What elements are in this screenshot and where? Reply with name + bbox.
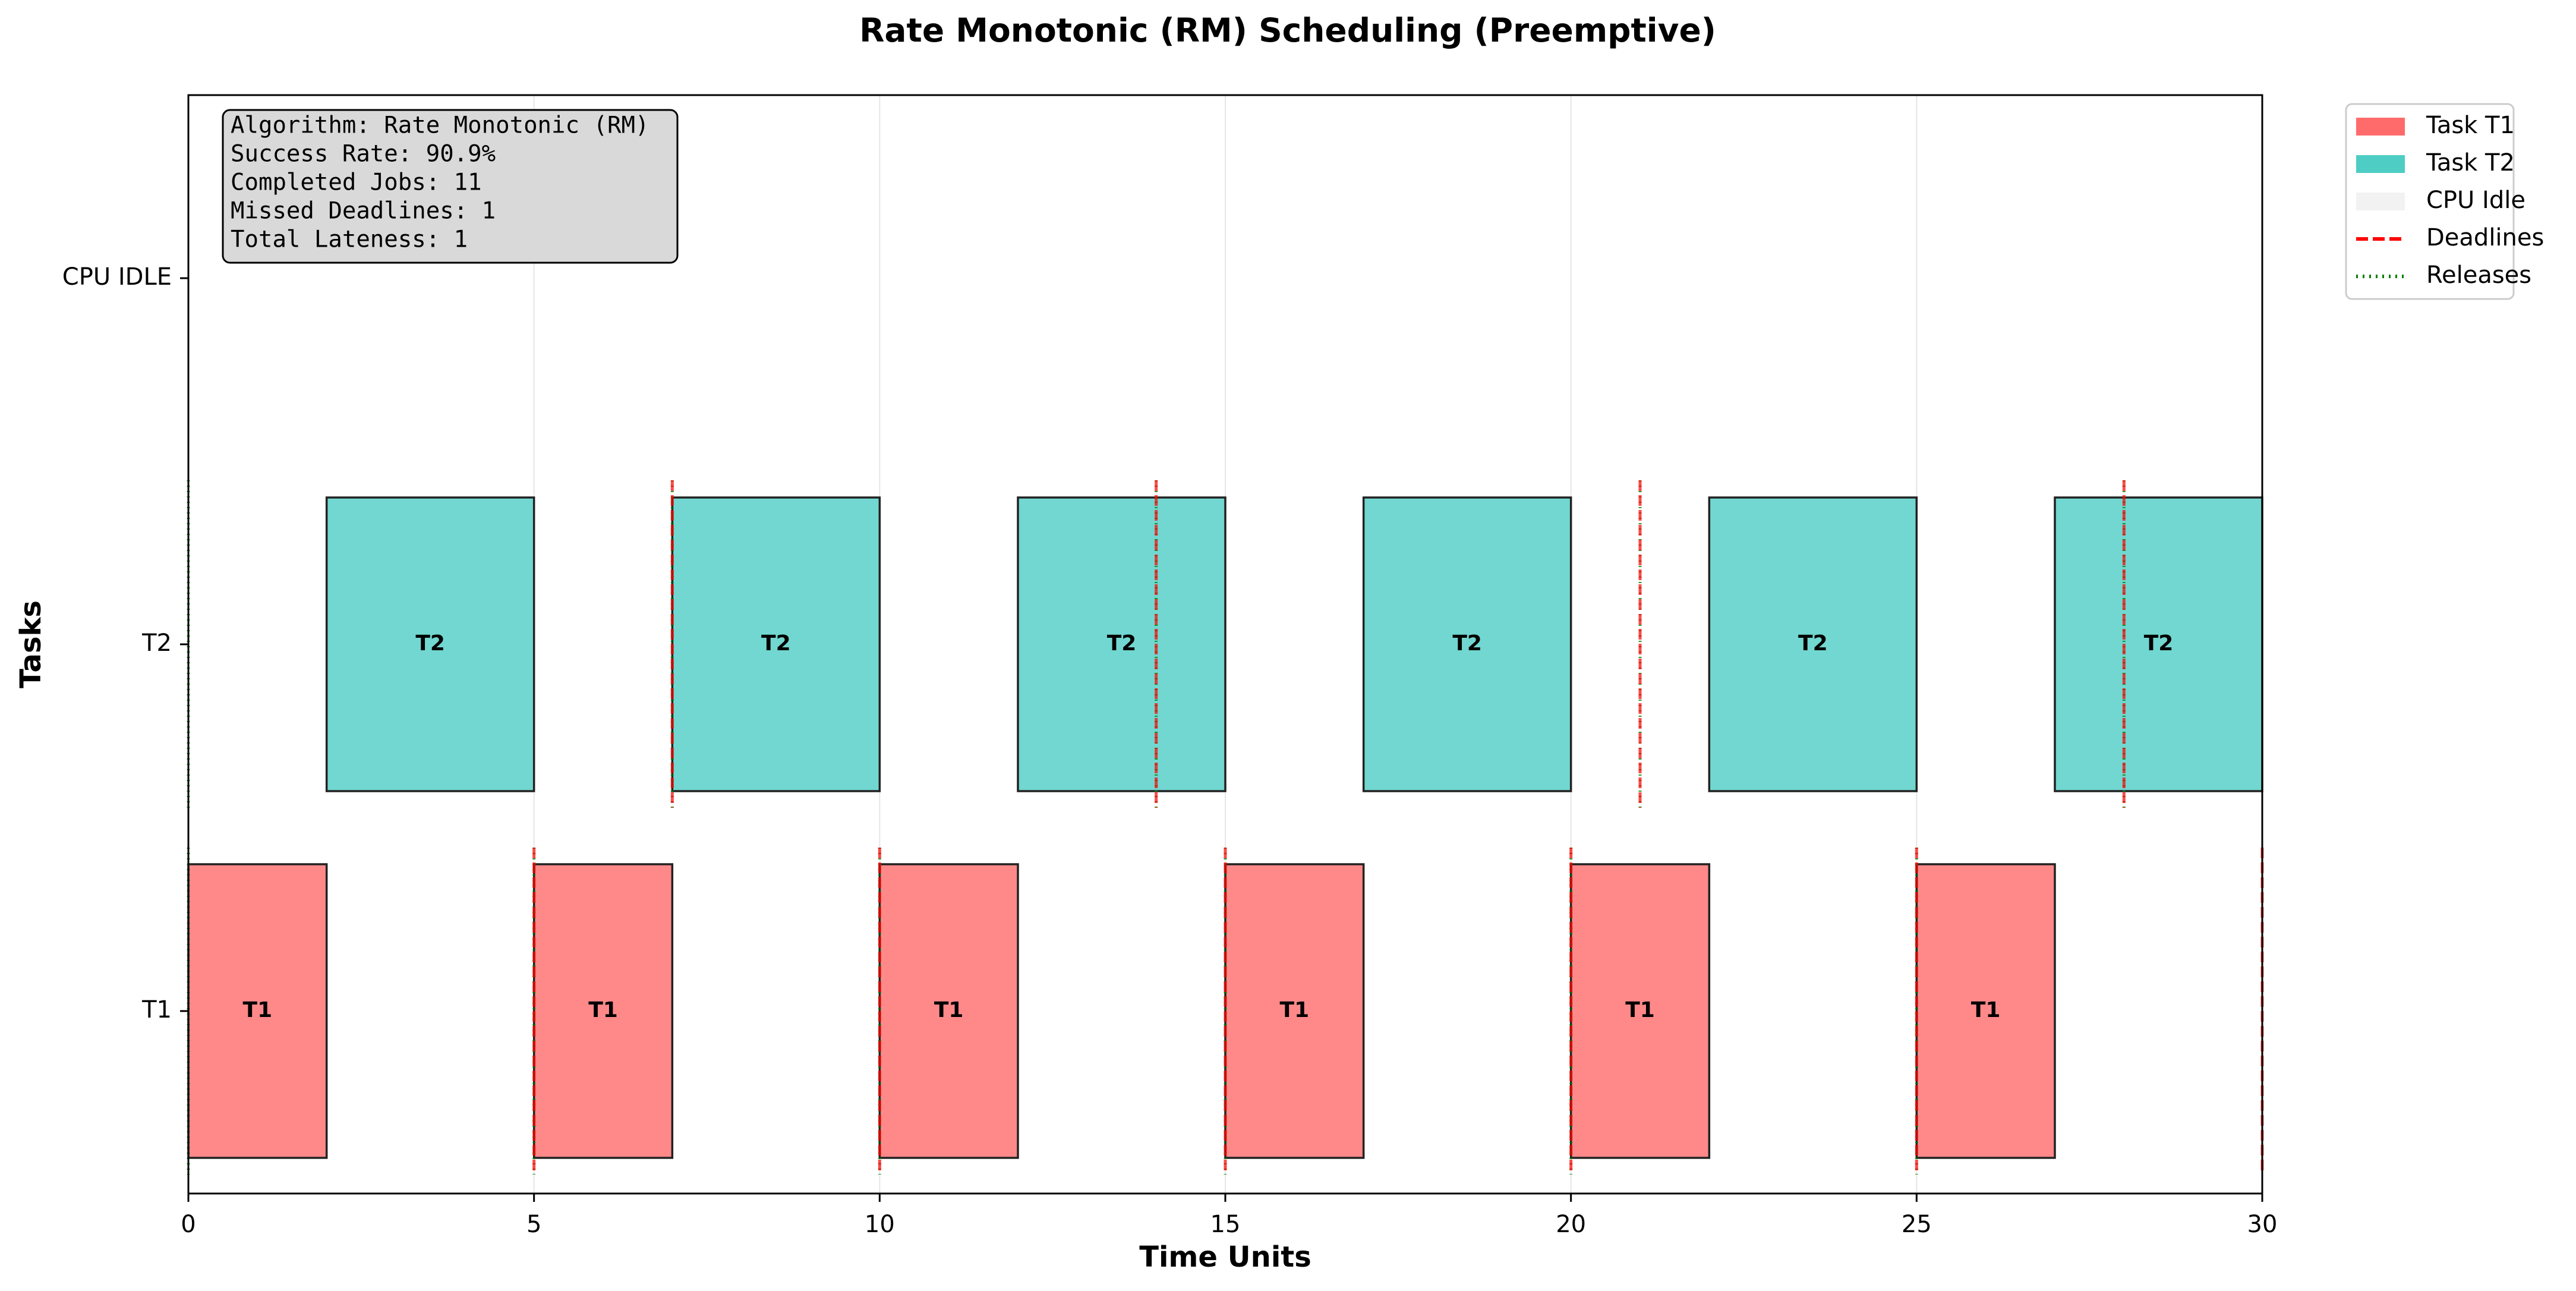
legend-swatch — [2356, 155, 2405, 173]
x-axis-label: Time Units — [1139, 1240, 1311, 1274]
bar-label: T2 — [1452, 631, 1482, 656]
bar-label: T2 — [415, 631, 445, 656]
info-box-line: Success Rate: 90.9% — [231, 141, 496, 168]
legend-label: Deadlines — [2426, 224, 2544, 251]
bar-label: T2 — [1107, 631, 1137, 656]
info-box-line: Algorithm: Rate Monotonic (RM) — [231, 112, 649, 139]
bar-t2 — [1017, 496, 1226, 792]
bar-label: T1 — [934, 998, 964, 1022]
info-box-frame — [222, 109, 679, 264]
bar-t1 — [878, 863, 1019, 1159]
info-box-line: Completed Jobs: 11 — [231, 169, 482, 196]
x-tick-label: 15 — [1210, 1211, 1241, 1238]
bars-layer: T1 T1 T1 T1 T1 T1 T2 T2 T2 T2 T2 T2 — [187, 496, 2263, 1159]
x-tick-label: 5 — [526, 1211, 541, 1238]
info-box-line: Missed Deadlines: 1 — [231, 198, 496, 225]
x-tick-label: 20 — [1556, 1211, 1586, 1238]
y-tick-label: T2 — [141, 629, 172, 657]
bar-label: T2 — [761, 631, 791, 656]
x-tick-label: 25 — [1902, 1211, 1932, 1238]
bar-t1 — [1224, 863, 1365, 1159]
y-tick-label: T1 — [141, 996, 172, 1024]
x-tick-label: 10 — [865, 1211, 895, 1238]
bar-t2 — [671, 496, 881, 792]
legend: Task T1 Task T2 CPU Idle Deadlines Releases — [2345, 103, 2544, 300]
bar-t2 — [2054, 496, 2263, 792]
y-axis-label: Tasks — [14, 600, 48, 688]
chart-title: Rate Monotonic (RM) Scheduling (Preempti… — [859, 11, 1716, 49]
bar-t2 — [1362, 496, 1572, 792]
bar-label: T2 — [2144, 631, 2174, 656]
legend-label: Task T1 — [2426, 112, 2515, 139]
legend-frame — [2345, 103, 2515, 300]
bar-t2 — [325, 496, 535, 792]
x-tick-label: 30 — [2247, 1211, 2278, 1238]
bar-t2 — [1708, 496, 1918, 792]
bar-label: T1 — [1971, 998, 2001, 1022]
legend-swatch — [2356, 193, 2405, 210]
bar-label: T1 — [243, 998, 273, 1022]
legend-label: CPU Idle — [2426, 187, 2525, 214]
axis-layer: 0 5 10 15 20 25 30 T1 T2 CPU IDLE — [62, 263, 2278, 1238]
legend-label: Task T2 — [2426, 149, 2515, 177]
bar-label: T1 — [588, 998, 618, 1022]
bar-t1 — [1569, 863, 1711, 1159]
info-box-line: Total Lateness: 1 — [231, 226, 468, 253]
x-tick-label: 0 — [181, 1211, 196, 1238]
legend-label: Releases — [2426, 262, 2531, 289]
bar-label: T1 — [1280, 998, 1310, 1022]
y-tick-label: CPU IDLE — [62, 263, 172, 291]
info-box: Algorithm: Rate Monotonic (RM)Success Ra… — [222, 109, 679, 264]
legend-swatch — [2356, 118, 2405, 136]
bar-label: T2 — [1798, 631, 1828, 656]
bar-label: T1 — [1625, 998, 1655, 1022]
